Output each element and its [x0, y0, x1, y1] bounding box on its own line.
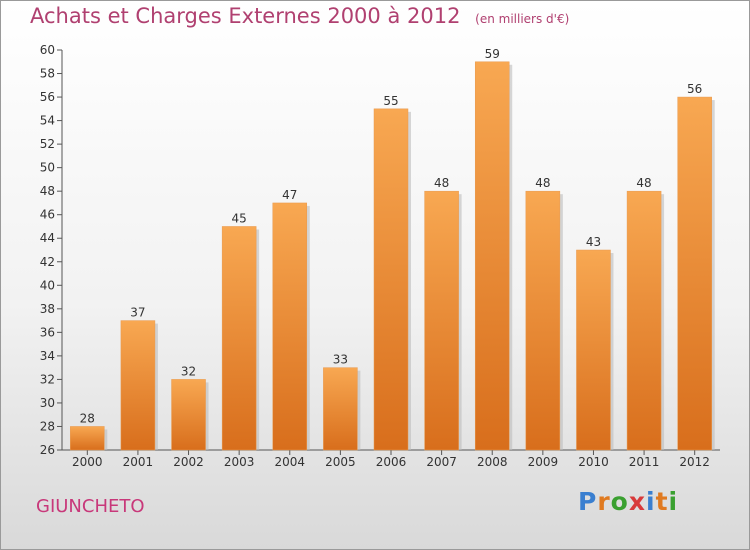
- bar: [373, 108, 409, 451]
- bar-value-label: 48: [636, 176, 651, 190]
- bar-value-label: 32: [181, 364, 196, 378]
- y-tick-label: 44: [40, 231, 55, 245]
- x-tick-label: 2002: [173, 455, 204, 469]
- x-tick-label: 2000: [72, 455, 103, 469]
- y-tick-label: 38: [40, 302, 55, 316]
- bar-value-label: 43: [586, 235, 601, 249]
- y-tick-label: 26: [40, 443, 55, 457]
- bar-value-label: 47: [282, 188, 297, 202]
- bar-value-label: 56: [687, 82, 702, 96]
- proxiti-logo: Proxiti: [578, 487, 678, 516]
- x-tick-label: 2009: [528, 455, 559, 469]
- x-tick-label: 2003: [224, 455, 255, 469]
- bar-value-label: 55: [383, 94, 398, 108]
- bar-value-label: 48: [434, 176, 449, 190]
- x-tick-label: 2006: [376, 455, 407, 469]
- logo-letter: o: [610, 487, 629, 516]
- x-tick-label: 2005: [325, 455, 356, 469]
- x-tick-label: 2010: [578, 455, 609, 469]
- logo-letter: i: [668, 487, 679, 516]
- y-tick-label: 36: [40, 325, 55, 339]
- y-tick-label: 30: [40, 396, 55, 410]
- logo-letter: P: [578, 487, 598, 516]
- y-tick-label: 34: [40, 349, 55, 363]
- bar: [323, 367, 358, 451]
- y-tick-label: 42: [40, 255, 55, 269]
- y-tick-label: 28: [40, 419, 55, 433]
- x-tick-label: 2008: [477, 455, 508, 469]
- logo-letter: t: [655, 487, 669, 516]
- bar: [525, 190, 561, 451]
- x-tick-label: 2011: [629, 455, 660, 469]
- logo-letter: r: [597, 487, 611, 516]
- bar: [576, 249, 611, 451]
- bar: [272, 202, 308, 451]
- bar-value-label: 59: [485, 47, 500, 61]
- bar: [677, 96, 712, 451]
- x-tick-label: 2007: [426, 455, 457, 469]
- y-tick-label: 48: [40, 184, 55, 198]
- logo-letter: x: [628, 487, 646, 516]
- bar: [221, 226, 257, 451]
- bar-value-label: 48: [535, 176, 550, 190]
- bar: [120, 320, 156, 451]
- bar-value-label: 45: [232, 211, 247, 225]
- y-tick-label: 60: [40, 43, 55, 57]
- commune-name: GIUNCHETO: [36, 496, 145, 517]
- bar-value-label: 37: [130, 306, 145, 320]
- bar: [474, 61, 510, 451]
- x-tick-label: 2012: [679, 455, 710, 469]
- bar-value-label: 28: [80, 411, 95, 425]
- logo-letter: i: [646, 487, 656, 516]
- bar: [424, 190, 459, 451]
- y-tick-label: 46: [40, 208, 55, 222]
- bar: [70, 426, 105, 451]
- y-tick-label: 56: [40, 90, 55, 104]
- y-tick-label: 32: [40, 372, 55, 386]
- bar: [626, 190, 662, 451]
- x-tick-label: 2001: [123, 455, 154, 469]
- bar-value-label: 33: [333, 353, 348, 367]
- x-tick-label: 2004: [274, 455, 305, 469]
- bars: [70, 61, 715, 451]
- y-tick-label: 52: [40, 137, 55, 151]
- chart-title: Achats et Charges Externes 2000 à 2012 (…: [30, 4, 569, 28]
- y-tick-label: 50: [40, 161, 55, 175]
- labels: 2000 28 2001 37 2002 32 2003 45 2004 47 2005 33 2006…: [72, 47, 710, 469]
- bar: [171, 379, 206, 451]
- y-tick-label: 54: [40, 114, 55, 128]
- y-tick-label: 58: [40, 67, 55, 81]
- chart-unit: (en milliers d'€): [475, 12, 570, 26]
- y-tick-label: 40: [40, 278, 55, 292]
- chart-title-text: Achats et Charges Externes 2000 à 2012: [30, 4, 461, 28]
